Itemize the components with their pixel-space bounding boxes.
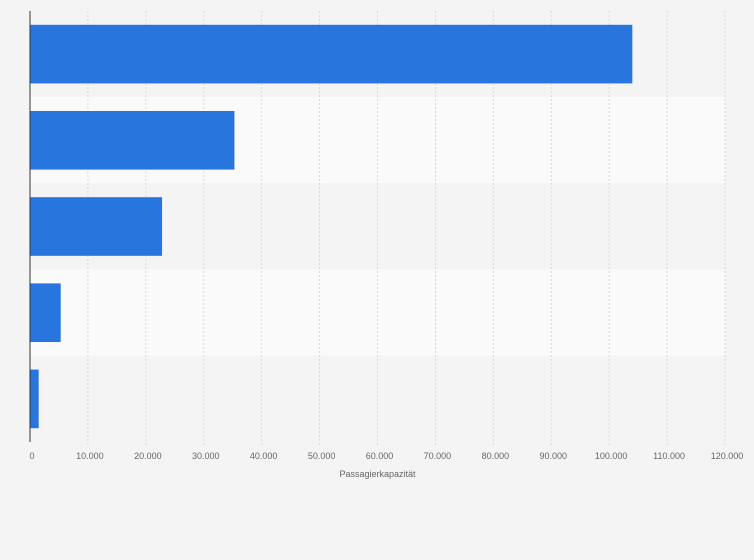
x-tick-label: 0 [29,451,34,461]
x-tick-label: 20.000 [134,451,162,461]
bar[interactable] [30,110,235,170]
x-axis-ticks: 0 10.000 20.000 30.000 40.000 50.000 60.000 70.… [29,451,743,461]
x-tick-label: 100.000 [595,451,628,461]
x-tick-label: 40.000 [250,451,278,461]
x-tick-label: 120.000 [711,451,744,461]
x-tick-label: 30.000 [192,451,220,461]
x-tick-label: 60.000 [366,451,394,461]
bar[interactable] [30,283,61,343]
x-tick-label: 80.000 [482,451,510,461]
x-axis-title: Passagierkapazität [339,469,416,479]
bar[interactable] [30,24,633,84]
x-tick-label: 50.000 [308,451,336,461]
bar[interactable] [30,369,39,429]
x-tick-label: 10.000 [76,451,104,461]
bars [30,24,633,429]
x-tick-label: 110.000 [653,451,685,461]
bar[interactable] [30,197,163,256]
x-tick-label: 70.000 [424,451,452,461]
x-tick-label: 90.000 [539,451,567,461]
